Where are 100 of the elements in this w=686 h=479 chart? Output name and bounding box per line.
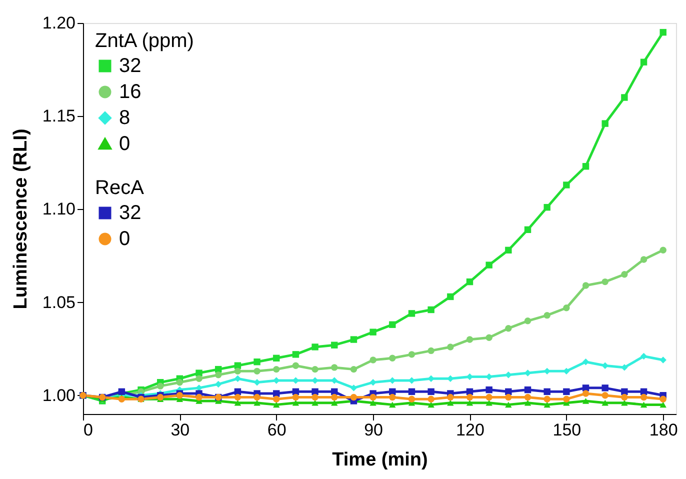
point (408, 388, 416, 396)
point (602, 392, 608, 399)
legend-label: 32 (119, 55, 142, 77)
point (273, 366, 280, 373)
point (505, 325, 512, 332)
point (640, 394, 648, 401)
y-tick-label: 1.20 (42, 14, 76, 32)
point (621, 94, 628, 101)
point (254, 358, 260, 366)
point (447, 394, 454, 401)
point (331, 342, 338, 348)
point (428, 388, 434, 396)
point (273, 396, 280, 402)
point (563, 388, 570, 396)
point (389, 394, 396, 401)
point (370, 356, 376, 364)
point (582, 358, 590, 366)
y-tick-label: 1.00 (42, 386, 76, 405)
legend-label: 0 (119, 133, 130, 155)
point (505, 372, 512, 378)
point (447, 400, 454, 406)
point (292, 400, 300, 406)
point (428, 375, 434, 382)
point (292, 394, 300, 401)
point (640, 256, 648, 263)
point (544, 396, 550, 402)
point (486, 400, 492, 406)
y-tick-label: 1.10 (42, 200, 76, 219)
point (524, 394, 532, 401)
point (292, 362, 300, 369)
point (660, 28, 666, 36)
point (505, 388, 512, 396)
point (621, 271, 628, 278)
x-axis-title: Time (min) (332, 450, 428, 470)
point (254, 400, 260, 406)
point (602, 400, 608, 406)
point (563, 396, 570, 402)
point (331, 377, 338, 384)
point (582, 398, 590, 404)
point (370, 328, 376, 336)
point (312, 366, 318, 373)
x-tick-label: 60 (267, 420, 286, 440)
point (660, 396, 666, 402)
legend-label: 0 (119, 228, 130, 250)
point (486, 334, 492, 342)
point (292, 351, 300, 358)
point (234, 375, 242, 382)
point (273, 354, 280, 362)
point (640, 402, 648, 408)
point (312, 394, 318, 401)
point (312, 400, 318, 406)
point (544, 368, 550, 375)
point (602, 278, 608, 286)
point (408, 396, 416, 402)
point (447, 293, 454, 300)
point (640, 352, 648, 360)
point (389, 377, 396, 384)
point (428, 396, 434, 402)
point (234, 368, 242, 375)
point (428, 306, 434, 314)
point (602, 120, 608, 127)
point (524, 386, 532, 394)
point (621, 364, 628, 371)
point (563, 368, 570, 375)
point (370, 400, 376, 406)
point (350, 394, 358, 401)
point (582, 163, 590, 170)
point (408, 351, 416, 358)
point (196, 375, 202, 382)
point (524, 226, 532, 234)
legend-label: 32 (119, 202, 142, 224)
point (486, 394, 492, 401)
point (505, 246, 512, 254)
text: ZntA (ppm) (95, 30, 194, 52)
point (408, 310, 416, 317)
point (582, 282, 590, 289)
point (350, 384, 358, 392)
point (312, 388, 318, 396)
point (312, 344, 318, 350)
point (273, 377, 280, 384)
point (660, 402, 666, 408)
point (234, 394, 242, 401)
x-tick-label: 90 (364, 420, 384, 440)
point (486, 262, 492, 268)
point (176, 379, 184, 386)
point (563, 304, 570, 312)
point (466, 336, 474, 343)
point (196, 394, 202, 401)
point (254, 368, 260, 375)
legend-label: 8 (119, 107, 130, 129)
point (428, 402, 434, 408)
point (273, 402, 280, 408)
point (505, 402, 512, 408)
point (660, 246, 666, 254)
point (505, 394, 512, 401)
y-axis-title: Luminescence (RLI) (10, 128, 32, 310)
point (215, 380, 222, 388)
point (389, 402, 396, 408)
x-tick-label: 180 (649, 420, 678, 440)
point (370, 378, 376, 386)
